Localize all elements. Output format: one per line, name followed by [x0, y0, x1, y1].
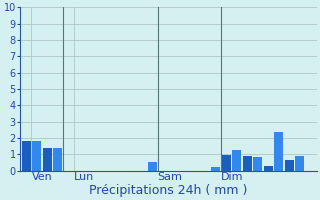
Bar	[264, 166, 273, 171]
X-axis label: Précipitations 24h ( mm ): Précipitations 24h ( mm )	[89, 184, 247, 197]
Bar	[53, 148, 62, 171]
Bar	[295, 156, 304, 171]
Bar	[221, 155, 230, 171]
Bar	[43, 148, 52, 171]
Bar	[285, 160, 294, 171]
Bar	[148, 162, 157, 171]
Bar	[243, 156, 252, 171]
Bar	[232, 150, 241, 171]
Bar	[32, 141, 41, 171]
Bar	[211, 167, 220, 171]
Bar	[22, 141, 31, 171]
Bar	[253, 157, 262, 171]
Bar	[274, 132, 283, 171]
